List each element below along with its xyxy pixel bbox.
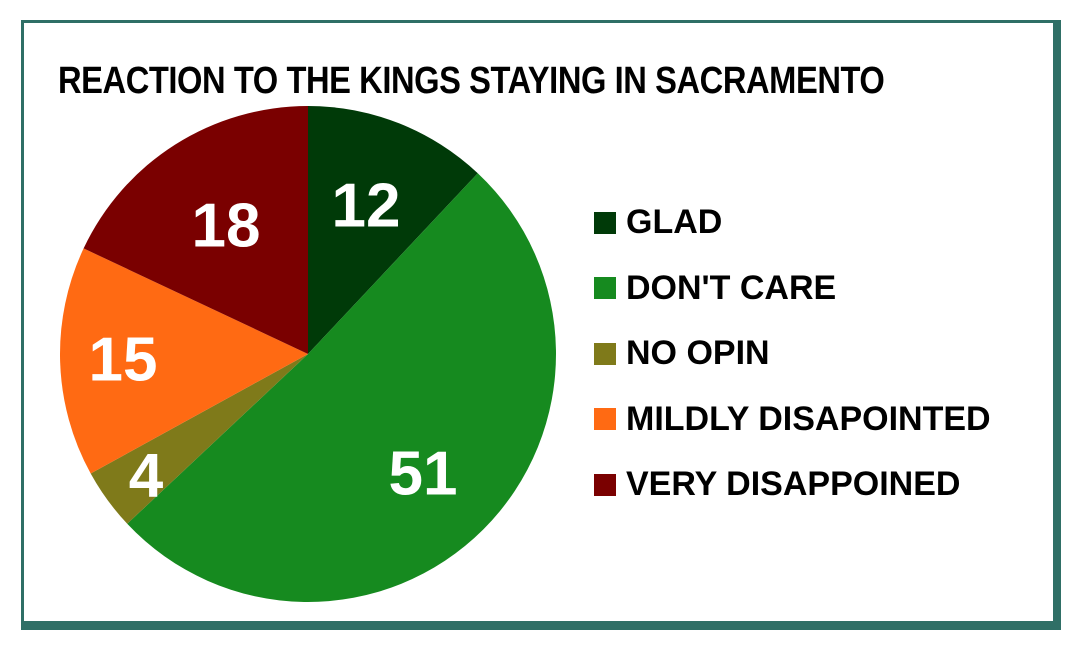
legend-swatch — [594, 408, 616, 431]
slice-label-glad: 12 — [332, 172, 401, 241]
pie-slice-mildly-disapointed — [60, 248, 308, 474]
pie-labels: 12 51 4 15 18 — [89, 172, 458, 511]
chart-legend: GLAD DON'T CARE NO OPIN MILDLY DISAPOINTED V… — [594, 190, 991, 518]
slice-label-dont-care: 51 — [389, 440, 458, 509]
pie-slices — [60, 106, 557, 603]
legend-item-mildly-disapointed: MILDLY DISAPOINTED — [594, 387, 991, 453]
legend-label: NO OPIN — [626, 334, 770, 373]
legend-label: DON'T CARE — [626, 268, 837, 307]
legend-swatch — [594, 277, 616, 300]
pie-slice-dont-care — [127, 173, 557, 603]
legend-item-very-disappoined: VERY DISAPPOINED — [594, 452, 991, 518]
legend-item-no-opin: NO OPIN — [594, 321, 991, 387]
pie-slice-no-opin — [90, 354, 309, 524]
chart-title: REACTION TO THE KINGS STAYING IN SACRAME… — [58, 60, 885, 102]
legend-swatch — [594, 473, 616, 496]
legend-label: MILDLY DISAPOINTED — [626, 399, 991, 438]
legend-item-glad: GLAD — [594, 190, 991, 256]
slice-label-very-disappoined: 18 — [192, 192, 261, 261]
legend-swatch — [594, 342, 616, 365]
legend-label: GLAD — [626, 203, 723, 242]
slice-label-mildly-disapointed: 15 — [89, 326, 158, 395]
legend-swatch — [594, 211, 616, 234]
pie-slice-very-disappoined — [83, 106, 308, 354]
legend-label: VERY DISAPPOINED — [626, 465, 961, 504]
legend-item-dont-care: DON'T CARE — [594, 256, 991, 322]
pie-slice-glad — [308, 106, 478, 354]
slice-label-no-opin: 4 — [129, 442, 164, 511]
